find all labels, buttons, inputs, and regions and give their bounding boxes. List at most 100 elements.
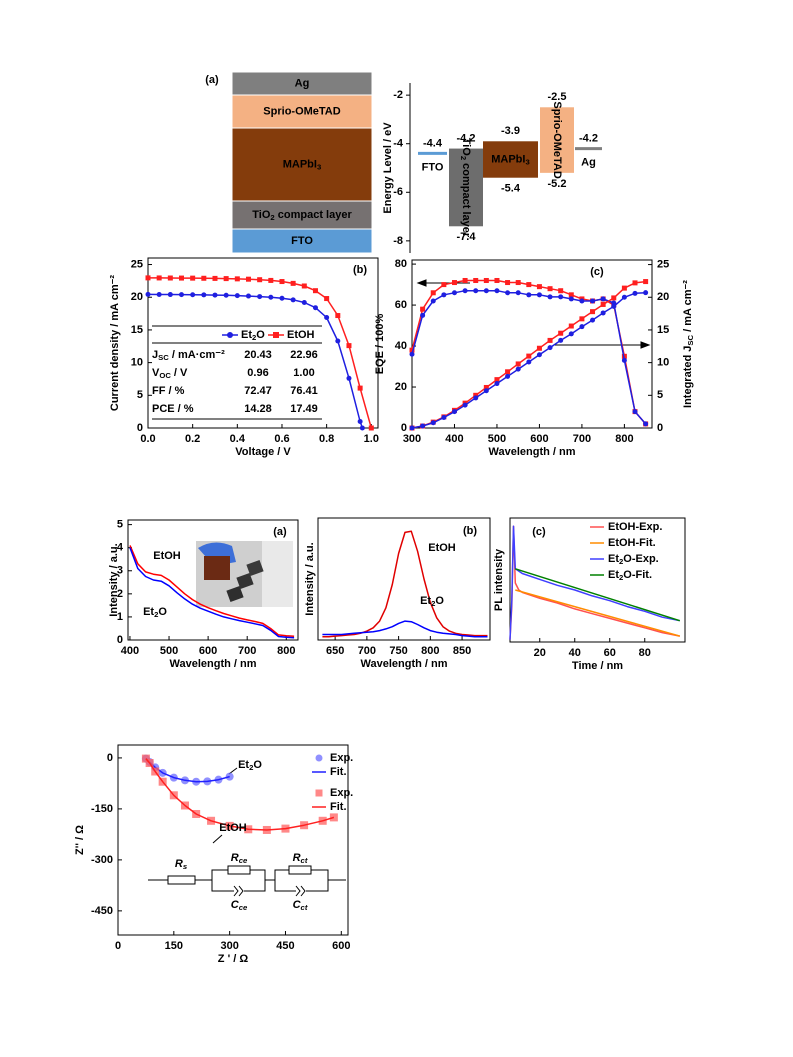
marker (409, 347, 415, 353)
marker (279, 295, 285, 301)
y-tick-label: 0 (137, 422, 143, 434)
y-tick-label: -450 (91, 905, 113, 917)
marker (621, 294, 627, 300)
marker (190, 275, 196, 281)
y-tick-label: 0 (117, 634, 123, 646)
marker (483, 288, 489, 294)
marker (473, 288, 479, 294)
marker (536, 345, 542, 351)
subscript: s (183, 862, 188, 871)
marker (290, 280, 296, 286)
y-axis-label: Energy Level / eV (382, 122, 394, 214)
y-tick-label: 20 (131, 291, 143, 303)
y-tick-label: 3 (117, 565, 123, 577)
eqe-arrows (416, 279, 651, 349)
panel-label: (b) (463, 525, 477, 537)
layer (231, 200, 373, 230)
text-part: J (152, 349, 158, 361)
y-tick-label: 2 (117, 588, 123, 600)
level-value: -2.5 (548, 91, 567, 103)
table-cell: 14.28 (244, 403, 272, 415)
subscript: 2 (154, 610, 158, 619)
y-tick-label: 5 (137, 389, 143, 401)
marker (409, 425, 415, 431)
marker (632, 280, 638, 286)
table-cell: 22.96 (290, 349, 318, 361)
y2-tick-label: 20 (657, 291, 669, 303)
marker (579, 298, 585, 304)
marker (451, 409, 457, 415)
marker (568, 292, 574, 298)
marker (201, 292, 207, 298)
layer-label: FTO (291, 235, 313, 247)
text-part: O (435, 595, 444, 607)
text-part: Et (608, 569, 619, 581)
level-value: -5.4 (501, 183, 521, 195)
text-part: Et (420, 595, 431, 607)
x-axis-label: Z ' / Ω (218, 953, 249, 965)
y-tick-label: -8 (393, 235, 403, 247)
plot-frame (317, 517, 491, 641)
equivalent-circuit (148, 865, 346, 897)
band-name: Sprio-OMeTAD (551, 101, 563, 178)
x-tick-label: 700 (358, 645, 376, 657)
legend-label: Exp. (330, 752, 353, 764)
legend-label: Et2O (241, 329, 265, 342)
marker (600, 310, 606, 316)
marker (430, 290, 436, 296)
text-part: TiO (252, 209, 271, 221)
marker (167, 292, 173, 298)
text-part: TiO (460, 138, 472, 157)
x-tick-label: 0 (115, 940, 121, 952)
subscript: SC (686, 334, 695, 345)
resistor (288, 865, 312, 875)
film-sample (226, 585, 244, 603)
marker (315, 754, 323, 762)
ruler (262, 541, 293, 607)
series-line (509, 525, 680, 640)
series-line (129, 547, 295, 639)
table-cell: 17.49 (290, 403, 318, 415)
subscript: 2 (459, 156, 468, 160)
text-part: O-Exp. (623, 553, 658, 565)
marker (227, 332, 233, 338)
x-tick-label: 0.0 (140, 433, 155, 445)
annotation: EtOH (219, 822, 247, 834)
table-cell: 1.00 (293, 367, 314, 379)
text-part: R (231, 852, 239, 864)
y-axis-label: Intensity / a.u. (108, 543, 120, 616)
text-part: C (293, 899, 302, 911)
layer-label: Sprio-OMeTAD (263, 105, 340, 117)
marker (268, 294, 274, 300)
y-tick-label: 0 (107, 752, 113, 764)
y2-tick-label: 25 (657, 258, 669, 270)
marker (357, 385, 363, 391)
marker (526, 353, 532, 359)
subscript: 2 (252, 333, 256, 342)
x-axis-label: Wavelength / nm (170, 658, 257, 670)
table-row-label: VOC / V (152, 367, 188, 380)
table-cell: 72.47 (244, 385, 272, 397)
text-part: O (256, 329, 265, 341)
marker (156, 275, 162, 281)
marker (312, 305, 318, 311)
marker (335, 338, 341, 344)
arrow-head (640, 341, 651, 349)
marker (526, 282, 532, 288)
text-part: O (253, 759, 262, 771)
series-line (145, 758, 335, 831)
marker (632, 409, 638, 415)
plot-frame (147, 257, 379, 429)
circuit-label: Rs (175, 858, 188, 871)
marker (568, 323, 574, 329)
marker (257, 277, 263, 283)
marker (568, 331, 574, 337)
marker (515, 361, 521, 367)
y-tick-label: -4 (393, 138, 404, 150)
series-line (515, 568, 681, 622)
marker (346, 343, 352, 349)
text-part: Et (238, 759, 249, 771)
circuit-label: Rct (293, 852, 308, 865)
marker (579, 316, 585, 322)
subscript: 2 (270, 213, 274, 222)
